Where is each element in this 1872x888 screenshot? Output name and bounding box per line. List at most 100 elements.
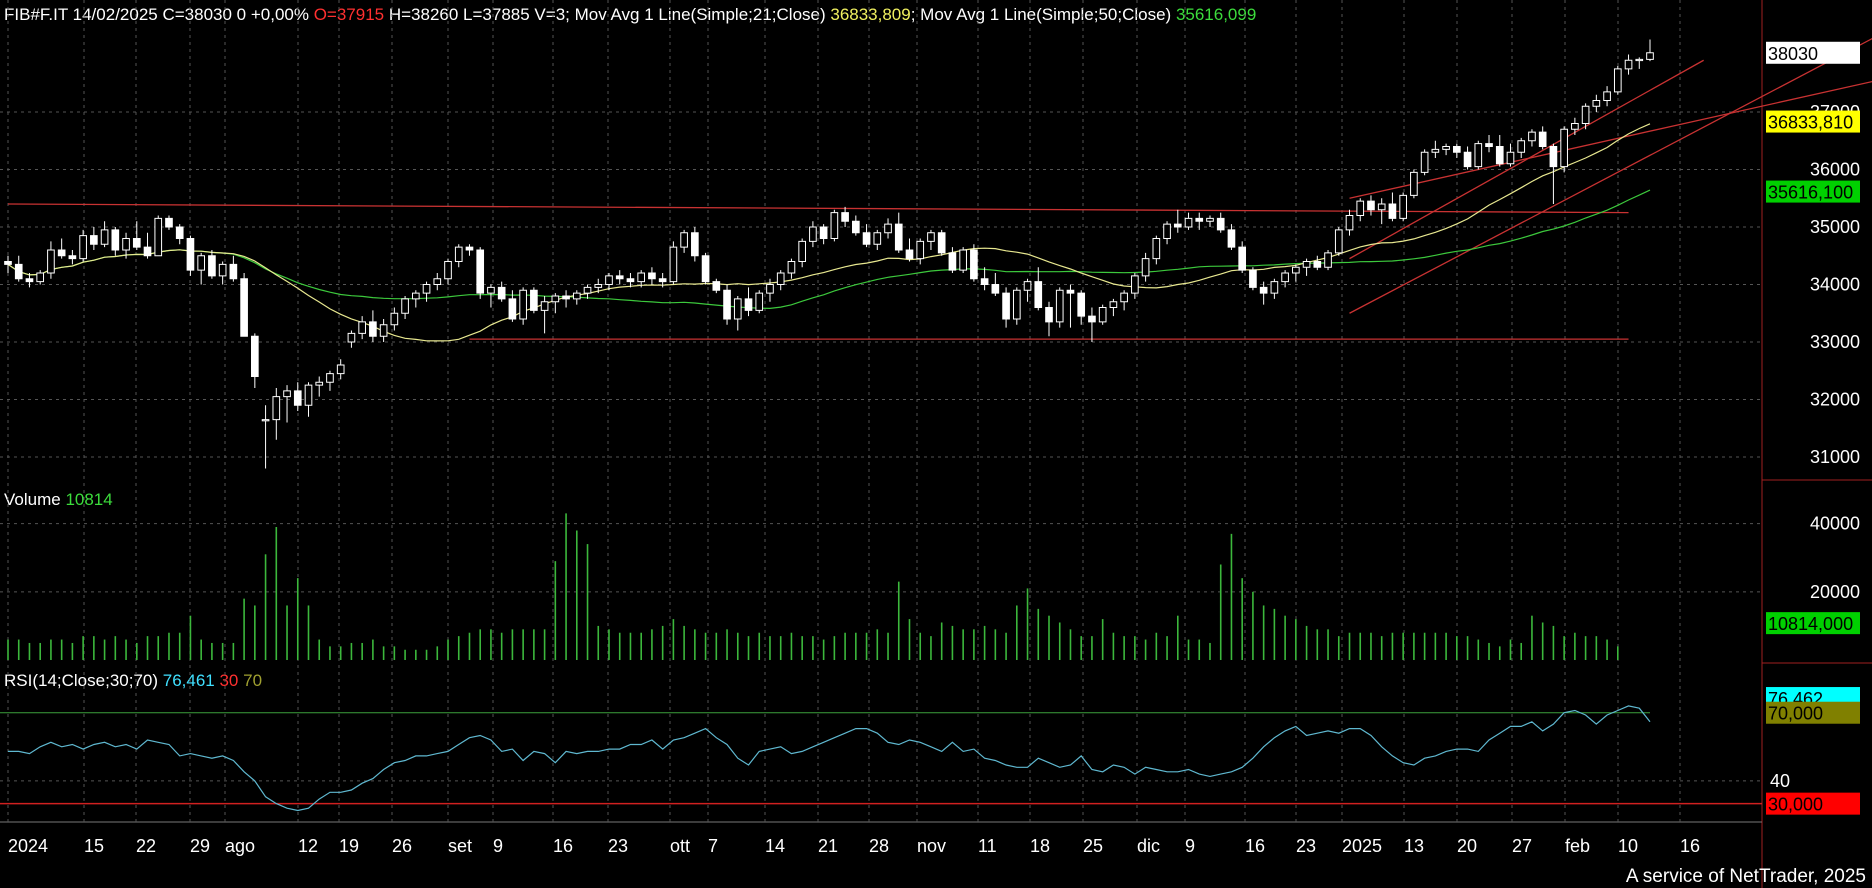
candle-body: [1592, 100, 1601, 107]
volume-tick-label: 20000: [1810, 582, 1860, 602]
candle-body: [637, 272, 646, 283]
candle-body: [648, 272, 656, 280]
candle-body: [1613, 68, 1622, 93]
candle-body: [572, 292, 581, 300]
ma21-line: [7, 123, 1651, 342]
candle-body: [905, 249, 914, 260]
candle-body: [519, 289, 527, 320]
candle-body: [1624, 59, 1633, 70]
volume-value-label-box: [1766, 612, 1860, 635]
price-tick-label: 33000: [1810, 332, 1860, 352]
candle-body: [1066, 289, 1075, 294]
candle-body: [1388, 203, 1397, 219]
x-tick-label: 23: [608, 836, 628, 856]
candle-body: [626, 278, 635, 283]
candle-body: [787, 261, 796, 274]
candle-body: [1377, 203, 1386, 211]
candle-body: [1410, 171, 1418, 196]
rsi-value-label: 30,000: [1768, 795, 1823, 815]
rsi-header: RSI(14;Close;30;70) 76,461 30 70: [4, 671, 262, 691]
volume-header: Volume 10814: [4, 490, 113, 510]
candle-body: [336, 364, 345, 375]
candle-body: [723, 289, 731, 320]
candle-body: [1109, 301, 1118, 308]
x-tick-label: ott: [670, 836, 690, 856]
trend-line: [1349, 37, 1872, 314]
x-tick-label: 7: [708, 836, 718, 856]
price-value-label: 35616,100: [1768, 183, 1853, 203]
rsi-line: [8, 705, 1651, 812]
candle-body: [1152, 238, 1161, 260]
candle-body: [1646, 52, 1654, 60]
candle-body: [390, 312, 399, 326]
candle-body: [873, 232, 882, 245]
candle-body: [1431, 148, 1440, 153]
candle-body: [293, 390, 302, 406]
candle-body: [1034, 281, 1043, 308]
x-tick-label: 19: [339, 836, 359, 856]
candle-body: [733, 298, 742, 320]
volume-segment: 10814: [65, 490, 113, 509]
candle-body: [583, 286, 592, 294]
candle-body: [1012, 289, 1021, 320]
x-tick-label: 16: [1680, 836, 1700, 856]
candle-body: [1324, 252, 1332, 268]
candle-body: [444, 261, 452, 280]
candle-body: [1463, 151, 1472, 168]
candle-body: [1163, 223, 1171, 239]
main-segment: ; Mov Avg 1 Line(Simple;50;Close): [910, 5, 1176, 24]
candle-body: [229, 263, 238, 280]
candle-body: [36, 272, 45, 283]
price-value-label-box: [1766, 110, 1860, 133]
candle-body: [680, 232, 688, 248]
candle-body: [132, 238, 141, 248]
candle-body: [1184, 217, 1193, 228]
candle-body: [819, 226, 828, 239]
candle-body: [122, 238, 130, 251]
candle-body: [1249, 269, 1257, 288]
candle-body: [1227, 229, 1236, 248]
candle-body: [261, 419, 270, 422]
candle-body: [1002, 292, 1010, 320]
candle-body: [594, 284, 603, 288]
candle-body: [1474, 143, 1483, 168]
price-tick-label: 34000: [1810, 275, 1860, 295]
candle-body: [315, 381, 324, 386]
rsi-value-label: 70,000: [1768, 704, 1823, 724]
candle-body: [916, 240, 925, 260]
candle-body: [862, 232, 871, 245]
candle-body: [68, 255, 77, 260]
x-tick-label: 27: [1512, 836, 1532, 856]
main-segment: ; Mov Avg 1 Line(Simple;21;Close): [565, 5, 831, 24]
candle-body: [755, 292, 764, 311]
candle-body: [1334, 229, 1343, 254]
candle-body: [701, 255, 710, 283]
candle-body: [712, 281, 721, 291]
candle-body: [1549, 146, 1558, 168]
candle-body: [208, 255, 216, 277]
candle-body: [1098, 307, 1107, 323]
rsi-segment: 30: [214, 671, 239, 690]
rsi-value-label-box: [1766, 701, 1860, 724]
candle-body: [691, 232, 699, 257]
candle-body: [562, 295, 570, 300]
candle-body: [1055, 289, 1064, 323]
price-value-label: 38030: [1768, 44, 1818, 64]
candle-body: [47, 249, 55, 274]
candle-body: [551, 295, 560, 303]
candle-body: [1442, 146, 1450, 150]
candle-body: [497, 286, 506, 300]
price-tick-label: 36000: [1810, 160, 1860, 180]
candle-body: [1077, 292, 1086, 317]
candle-body: [809, 226, 817, 242]
candle-body: [111, 229, 120, 251]
rsi-tick-label: 40: [1770, 771, 1790, 791]
x-tick-label: 23: [1296, 836, 1316, 856]
candle-body: [1281, 272, 1289, 283]
x-tick-label: 25: [1083, 836, 1103, 856]
candle-body: [1517, 140, 1526, 153]
candle-body: [304, 384, 313, 406]
candle-body: [25, 278, 34, 283]
candle-body: [1420, 151, 1429, 173]
candle-body: [1345, 215, 1354, 231]
